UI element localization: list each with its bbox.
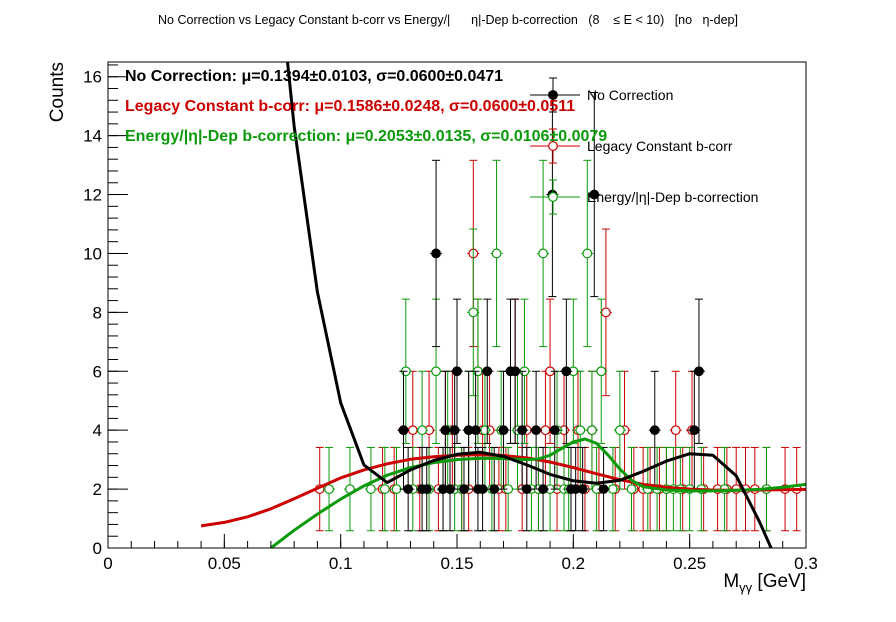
data-point — [561, 366, 572, 377]
data-point — [449, 425, 460, 436]
data-point — [601, 307, 611, 318]
data-point — [626, 484, 637, 494]
legend-label: No Correction — [587, 87, 673, 103]
data-point — [324, 484, 334, 494]
data-point — [489, 484, 500, 494]
y-tick-label: 6 — [93, 362, 102, 381]
data-point — [538, 484, 548, 494]
legend-marker-point — [548, 192, 558, 202]
x-axis-title: Mγγ [GeV] — [723, 571, 806, 595]
y-tick-label: 10 — [83, 244, 102, 263]
data-point — [538, 248, 548, 259]
data-point — [670, 425, 681, 436]
data-point — [531, 425, 542, 436]
legend-entry-2: Energy/|η|-Dep b-correction — [530, 179, 758, 215]
data-point — [468, 307, 479, 318]
data-point — [417, 425, 428, 436]
x-tick-label: 0.3 — [794, 554, 818, 573]
fit-stats-box: No Correction: μ=0.1394±0.0103, σ=0.0600… — [125, 68, 607, 145]
data-point — [582, 248, 593, 259]
data-point — [403, 484, 414, 494]
data-point — [491, 248, 502, 259]
y-tick-label: 4 — [93, 421, 102, 440]
y-tick-label: 16 — [83, 68, 102, 87]
x-tick-label: 0.1 — [329, 554, 353, 573]
x-tick-label: 0.25 — [673, 554, 706, 573]
fit-layer — [200, 62, 806, 548]
x-tick-label: 0.2 — [562, 554, 586, 573]
data-point — [575, 425, 586, 436]
data-point — [379, 484, 390, 494]
data-point — [398, 425, 409, 436]
y-tick-label: 0 — [93, 539, 102, 558]
y-tick-label: 8 — [93, 303, 102, 322]
y-tick-label: 14 — [83, 127, 102, 146]
data-point — [614, 425, 625, 436]
data-point — [589, 189, 600, 200]
data-point — [694, 366, 704, 377]
data-point — [598, 484, 609, 494]
data-point — [421, 484, 432, 494]
fit-curve-0 — [286, 62, 773, 548]
legend-marker-point — [548, 141, 558, 151]
data-point — [689, 425, 700, 436]
y-axis-title: Counts — [47, 62, 68, 122]
x-tick-label: 0 — [103, 554, 112, 573]
legend-marker-point — [548, 90, 558, 100]
data-point — [540, 425, 551, 436]
y-tick-label: 2 — [93, 480, 102, 499]
fit-stat-1: Legacy Constant b-corr: μ=0.1586±0.0248,… — [125, 98, 575, 115]
legend-label: Energy/|η|-Dep b-correction — [587, 189, 758, 205]
data-point — [649, 425, 660, 436]
data-point — [480, 425, 490, 436]
data-point — [596, 366, 607, 377]
fit-stat-0: No Correction: μ=0.1394±0.0103, σ=0.0600… — [125, 68, 503, 85]
data-point — [452, 366, 462, 377]
data-point — [470, 425, 481, 436]
fit-stat-2: Energy/|η|-Dep b-correction: μ=0.2053±0.… — [125, 128, 607, 145]
data-point — [477, 484, 488, 494]
data-point — [549, 425, 560, 436]
x-tick-label: 0.15 — [440, 554, 473, 573]
data-point — [431, 248, 441, 259]
data-point — [521, 484, 532, 494]
data-point — [577, 484, 588, 494]
y-tick-label: 12 — [83, 186, 102, 205]
legend-entry-1: Legacy Constant b-corr — [530, 128, 733, 164]
legend-label: Legacy Constant b-corr — [587, 138, 733, 154]
data-point — [482, 366, 493, 377]
data-point — [517, 425, 528, 436]
data-point — [366, 484, 376, 494]
legend-entry-0: No Correction — [530, 77, 673, 113]
data-point — [587, 425, 597, 436]
fit-curve-2 — [269, 437, 806, 548]
x-tick-label: 0.05 — [208, 554, 241, 573]
chart-title: No Correction vs Legacy Constant b-corr … — [158, 13, 738, 27]
data-point — [498, 425, 509, 436]
data-point — [431, 366, 441, 377]
legend: No Correction Legacy Constant b-corr Energ… — [530, 77, 758, 215]
axes-layer: 0 0.05 0.1 0.15 0.2 0.25 0.3 0 2 4 6 8 10 12 14 16 Mγγ [… — [47, 62, 818, 595]
data-point — [407, 425, 418, 436]
data-point — [440, 425, 451, 436]
